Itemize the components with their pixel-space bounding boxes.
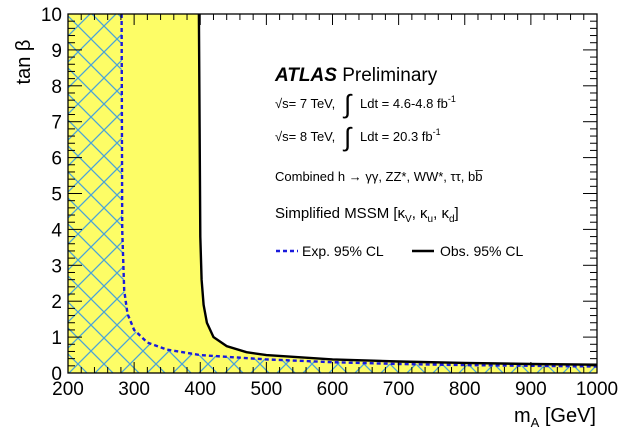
model-u-sep: , κ	[412, 205, 428, 222]
y-tick-label: 8	[51, 77, 62, 98]
atlas-logo-text: ATLAS	[274, 65, 337, 86]
channels-label: Combined h → γγ, ZZ*, WW*, ττ, bb̅	[275, 169, 483, 184]
y-tick-label: 0	[51, 364, 62, 385]
series-line-observed	[197, 14, 597, 366]
y-tick-label: 5	[51, 185, 62, 206]
model-v: V	[405, 214, 412, 225]
luminosity-7tev: √s= 7 TeV, ∫ Ldt = 4.6-4.8 fb-1	[275, 89, 456, 119]
y-tick-label: 1	[51, 328, 62, 349]
x-axis-title-sub: A	[531, 415, 540, 430]
lumi-8-sup: -1	[433, 127, 441, 137]
x-tick-label: 600	[317, 379, 349, 400]
observed-excluded-region	[68, 14, 597, 373]
lumi-8-value: Ldt = 20.3 fb	[360, 129, 433, 144]
x-axis-title-main: m	[514, 405, 531, 427]
x-tick-label: 1000	[576, 379, 618, 400]
lumi-7-sup: -1	[448, 94, 456, 104]
x-tick-label: 300	[118, 379, 150, 400]
x-tick-label: 800	[449, 379, 481, 400]
model-suffix: ]	[455, 205, 459, 222]
legend: Exp. 95% CL Obs. 95% CL	[276, 243, 523, 259]
x-axis-title: mA [GeV]	[514, 405, 596, 430]
x-tick-label: 900	[515, 379, 547, 400]
y-tick-label: 2	[51, 292, 62, 313]
legend-label-expected: Exp. 95% CL	[302, 243, 384, 259]
model-d: d	[449, 214, 455, 225]
lumi-8-text: Ldt = 20.3 fb-1	[360, 127, 441, 144]
series-line-expected	[120, 14, 597, 368]
x-tick-label: 500	[251, 379, 283, 400]
y-tick-label: 9	[51, 41, 62, 62]
y-tick-label: 10	[41, 5, 62, 26]
preliminary-text: Preliminary	[342, 65, 438, 86]
luminosity-8tev: √s= 8 TeV, ∫ Ldt = 20.3 fb-1	[275, 122, 441, 152]
x-axis: 200 300 400 500 600 700 800 900 1000	[52, 14, 618, 400]
lumi-7-integral: ∫	[342, 89, 353, 119]
x-tick-label: 400	[184, 379, 216, 400]
x-axis-title-unit: [GeV]	[539, 405, 596, 427]
x-tick-label: 200	[52, 379, 84, 400]
model-prefix: Simplified MSSM [κ	[275, 205, 406, 222]
x-tick-label: 700	[383, 379, 415, 400]
y-axis-title: tan β	[13, 40, 35, 85]
y-tick-label: 4	[51, 220, 62, 241]
y-tick-label: 6	[51, 149, 62, 170]
lumi-8-sqrt: √s= 8 TeV,	[275, 129, 335, 144]
lumi-7-value: Ldt = 4.6-4.8 fb	[360, 96, 448, 111]
y-axis: 0 1 2 3 4 5 6 7 8 9 10	[41, 5, 597, 385]
y-tick-label: 7	[51, 113, 62, 134]
model-d-sep: , κ	[433, 205, 449, 222]
model-u: u	[428, 214, 434, 225]
model-label: Simplified MSSM [κV, κu, κd]	[275, 205, 459, 225]
lumi-7-text: Ldt = 4.6-4.8 fb-1	[360, 94, 456, 111]
lumi-8-integral: ∫	[342, 122, 353, 152]
atlas-label: ATLAS Preliminary	[274, 65, 438, 86]
lumi-7-sqrt: √s= 7 TeV,	[275, 96, 335, 111]
y-tick-label: 3	[51, 256, 62, 277]
legend-label-observed: Obs. 95% CL	[440, 243, 523, 259]
